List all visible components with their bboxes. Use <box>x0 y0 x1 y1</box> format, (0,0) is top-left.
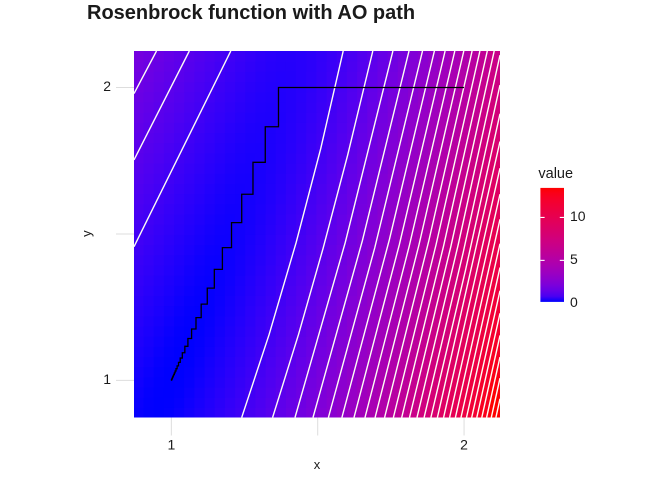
svg-text:10: 10 <box>570 208 586 224</box>
svg-text:2: 2 <box>460 437 468 453</box>
svg-text:5: 5 <box>570 251 578 267</box>
svg-text:0: 0 <box>570 294 578 310</box>
svg-text:y: y <box>79 230 94 237</box>
svg-text:x: x <box>314 457 321 472</box>
svg-text:1: 1 <box>167 437 175 453</box>
svg-text:2: 2 <box>103 78 111 94</box>
svg-text:Rosenbrock function with AO pa: Rosenbrock function with AO path <box>87 2 415 24</box>
svg-text:value: value <box>538 166 573 182</box>
svg-text:1: 1 <box>103 371 111 387</box>
